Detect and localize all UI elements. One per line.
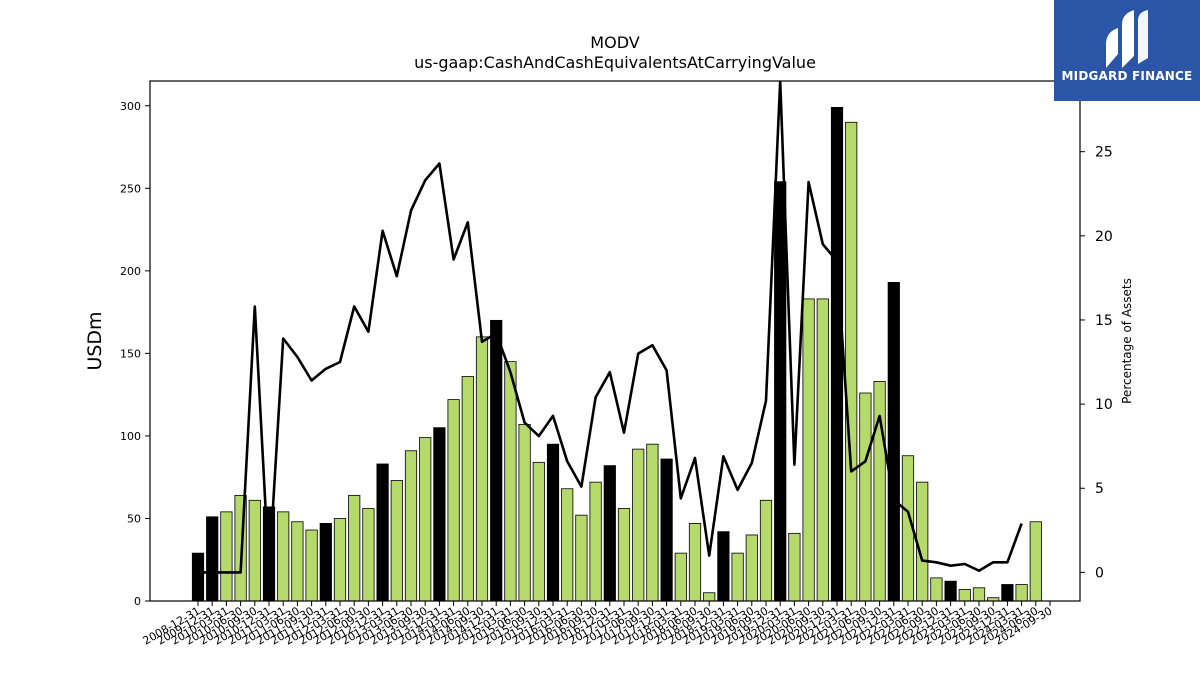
x-axis-ticks: 2008-12-312009-12-312010-03-312010-06-30… [141, 601, 1055, 648]
bar [348, 494, 361, 602]
bar [873, 381, 886, 602]
y2-tick-label: 10 [1095, 397, 1113, 413]
bar [1015, 584, 1028, 602]
bar [390, 480, 403, 602]
bar [433, 427, 446, 602]
bar [802, 298, 815, 602]
bar [916, 481, 929, 602]
y2-tick-label: 5 [1095, 481, 1104, 497]
bar [333, 518, 347, 602]
bar [958, 589, 971, 602]
bar [191, 552, 205, 602]
y-tick-label: 50 [127, 512, 141, 525]
bar [632, 448, 645, 602]
bar [419, 437, 432, 602]
logo-icon [1106, 10, 1148, 68]
bar [688, 523, 702, 602]
bars [191, 107, 1042, 602]
bar [845, 121, 858, 602]
axes [149, 80, 1081, 602]
brand-name: MIDGARD FINANCE [1061, 69, 1193, 83]
bar [404, 450, 418, 602]
plot-frame [149, 80, 1081, 602]
bar [206, 516, 219, 602]
y-tick-label: 100 [120, 430, 141, 443]
bar [660, 458, 673, 602]
bar [589, 481, 602, 602]
bar [816, 298, 829, 602]
bar [504, 361, 517, 602]
bar [830, 107, 844, 602]
bar [859, 392, 872, 602]
bar [703, 592, 716, 602]
bar [561, 488, 574, 602]
bar [532, 461, 545, 602]
bar [220, 511, 233, 602]
y2-tick-label: 25 [1095, 145, 1113, 161]
bar [731, 552, 744, 602]
y-tick-label: 300 [120, 100, 141, 113]
bar [603, 465, 616, 602]
y2-tick-label: 15 [1095, 313, 1113, 329]
bar [930, 577, 943, 602]
bar [646, 443, 659, 602]
bar [362, 508, 375, 602]
percentage-line-layer [198, 81, 1023, 574]
bar [788, 532, 801, 602]
bar [1029, 521, 1042, 602]
bar [887, 281, 900, 602]
bar [774, 181, 787, 602]
y2-tick-label: 20 [1095, 229, 1113, 245]
bar [745, 534, 758, 602]
bar [305, 529, 318, 602]
bar [277, 511, 290, 602]
bar [447, 399, 460, 602]
bar [490, 319, 503, 602]
y-tick-label: 250 [120, 182, 141, 195]
bar [319, 523, 332, 602]
bar [575, 514, 588, 602]
y-tick-label: 150 [120, 347, 141, 360]
y2-axis-ticks: 0 5 10 15 20 25 [1080, 145, 1113, 581]
y-axis-label: USDm [84, 311, 106, 370]
bar [674, 552, 687, 602]
chart-subtitle: us-gaap:CashAndCashEquivalentsAtCarrying… [414, 53, 816, 72]
y-tick-label: 0 [134, 595, 141, 608]
bar [546, 443, 560, 602]
bar [1001, 584, 1014, 602]
bar [944, 580, 957, 602]
y-axis-ticks: 0 50 100 150 200 250 300 [120, 100, 150, 608]
bar [291, 521, 304, 602]
bar [461, 376, 474, 602]
y-tick-label: 200 [120, 265, 141, 278]
y2-tick-label: 0 [1095, 565, 1104, 581]
bar [759, 499, 773, 602]
bar [248, 499, 261, 602]
chart-title: MODV [590, 33, 639, 52]
bar [617, 508, 631, 602]
bar [376, 463, 389, 602]
bar [972, 587, 986, 602]
percentage-line [198, 81, 1023, 574]
brand-logo: MIDGARD FINANCE [1054, 0, 1200, 101]
y2-axis-label: Percentage of Assets [1120, 278, 1134, 404]
bar [717, 531, 730, 602]
bar [518, 423, 531, 602]
bar [475, 336, 489, 602]
